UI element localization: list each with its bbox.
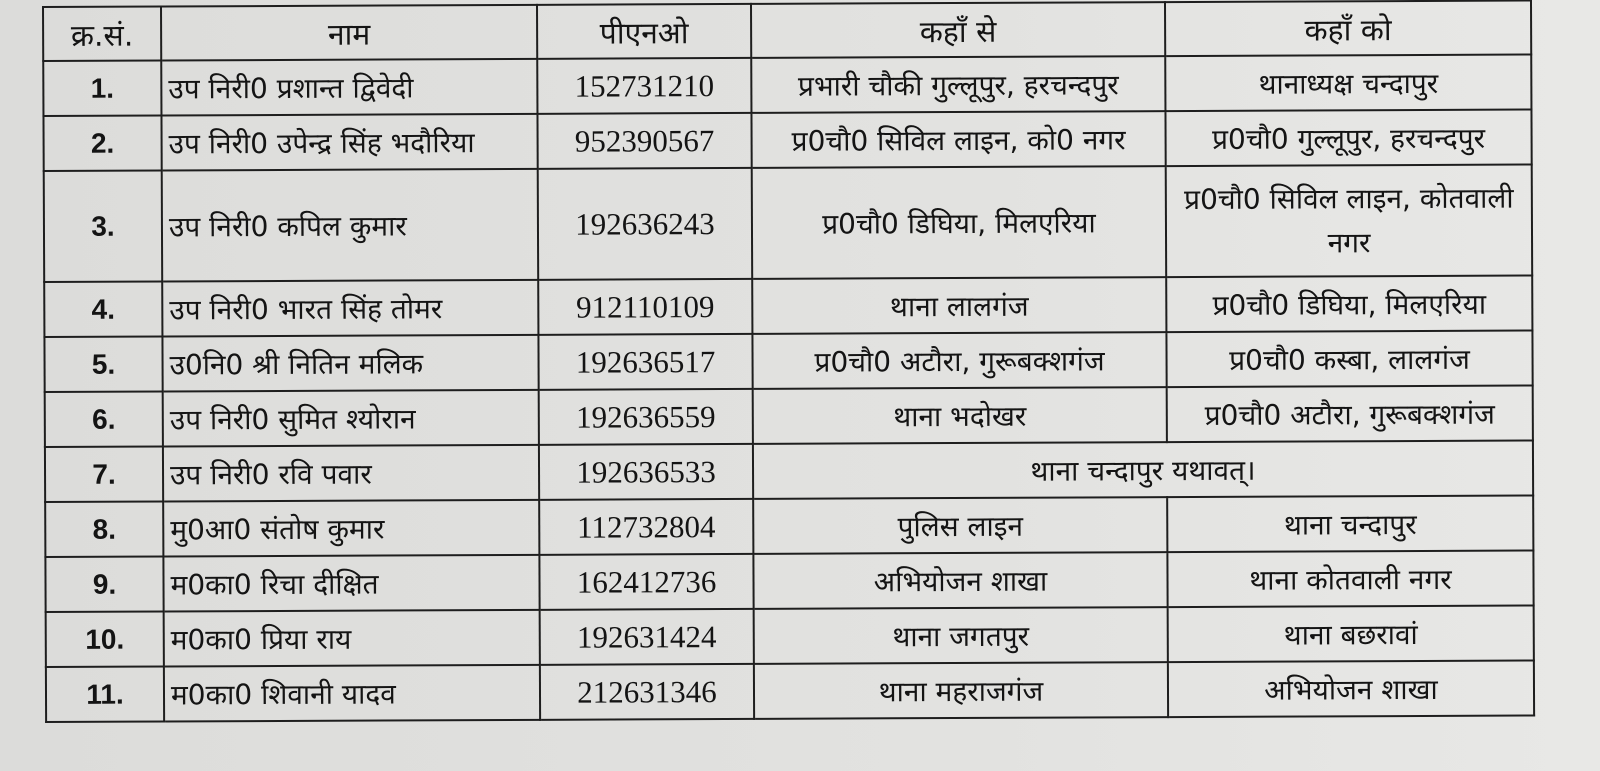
pno-cell: 952390567 (537, 112, 752, 169)
from-cell: पुलिस लाइन (753, 497, 1168, 554)
name-cell: म0का0 शिवानी यादव (163, 664, 541, 722)
to-cell: थाना चन्दापुर (1167, 495, 1534, 553)
serial-cell: 4. (44, 281, 163, 337)
pno-cell: 152731210 (537, 57, 752, 114)
serial-cell: 2. (43, 115, 162, 171)
to-cell: प्र0चौ0 सिविल लाइन, कोतवाली नगर (1165, 164, 1533, 278)
table-row: 8. मु0आ0 संतोष कुमार 112732804 पुलिस लाइन था… (45, 495, 1534, 557)
header-from: कहाँ से (750, 2, 1166, 58)
header-serial: क्र.सं. (43, 6, 162, 61)
merged-cell: थाना चन्दापुर यथावत्। (752, 440, 1534, 499)
table-row: 4. उप निरी0 भारत सिंह तोमर 912110109 थाना ल… (44, 275, 1533, 337)
serial-cell: 9. (45, 556, 164, 612)
serial-cell: 6. (44, 391, 163, 447)
to-cell: थानाध्यक्ष चन्दापुर (1165, 54, 1532, 112)
table-row: 10. म0का0 प्रिया राय 192631424 थाना जगतपुर थ… (45, 605, 1534, 667)
from-cell: प्रभारी चौकी गुल्लूपुर, हरचन्दपुर (751, 56, 1166, 113)
name-cell: उप निरी0 सुमित श्योरान (162, 389, 539, 447)
header-name: नाम (161, 4, 538, 61)
table-row: 1. उप निरी0 प्रशान्त द्विवेदी 152731210 प्र… (43, 54, 1532, 116)
from-cell: थाना महराजगंज (753, 662, 1169, 719)
pno-cell: 162412736 (539, 553, 754, 610)
from-cell: थाना भदोखर (752, 387, 1167, 444)
name-cell: उप निरी0 भारत सिंह तोमर (162, 279, 539, 337)
to-cell: प्र0चौ0 गुल्लूपुर, हरचन्दपुर (1165, 109, 1532, 167)
name-cell: उप निरी0 कपिल कुमार (161, 168, 539, 282)
name-cell: उ0नि0 श्री नितिन मलिक (162, 334, 539, 392)
from-cell: थाना लालगंज (752, 277, 1167, 334)
table-row: 9. म0का0 रिचा दीक्षित 162412736 अभियोजन शाख… (45, 550, 1534, 612)
to-cell: प्र0चौ0 अटौरा, गुरूबक्शगंज (1166, 385, 1533, 443)
pno-cell: 192636517 (538, 333, 753, 390)
pno-cell: 192636559 (538, 388, 753, 445)
table-row: 6. उप निरी0 सुमित श्योरान 192636559 थाना भद… (44, 385, 1533, 447)
name-cell: उप निरी0 प्रशान्त द्विवेदी (161, 58, 538, 116)
to-cell: थाना कोतवाली नगर (1167, 550, 1534, 608)
serial-cell: 8. (45, 501, 164, 557)
header-pno: पीएनओ (536, 3, 752, 59)
pno-cell: 192636533 (538, 443, 754, 500)
from-cell: प्र0चौ0 सिविल लाइन, को0 नगर (751, 111, 1166, 168)
pno-cell: 212631346 (539, 663, 755, 720)
pno-cell: 912110109 (538, 278, 753, 335)
table-row: 11. म0का0 शिवानी यादव 212631346 थाना महराजग… (45, 660, 1535, 722)
name-cell: म0का0 प्रिया राय (163, 609, 540, 667)
header-row: क्र.सं. नाम पीएनओ कहाँ से कहाँ को (43, 0, 1532, 61)
to-cell: अभियोजन शाखा (1167, 660, 1535, 718)
to-cell: प्र0चौ0 डिघिया, मिलएरिया (1166, 275, 1533, 333)
name-cell: मु0आ0 संतोष कुमार (163, 499, 540, 557)
header-to: कहाँ को (1164, 0, 1532, 57)
serial-cell: 1. (43, 60, 162, 116)
transfer-table: क्र.सं. नाम पीएनओ कहाँ से कहाँ को 1. उप न… (42, 0, 1535, 723)
name-cell: म0का0 रिचा दीक्षित (163, 554, 540, 612)
serial-cell: 5. (44, 336, 163, 392)
serial-cell: 10. (45, 611, 164, 667)
table-row: 5. उ0नि0 श्री नितिन मलिक 192636517 प्र0चौ0 … (44, 330, 1533, 392)
name-cell: उप निरी0 उपेन्द्र सिंह भदौरिया (161, 113, 538, 171)
pno-cell: 192631424 (539, 608, 754, 665)
from-cell: प्र0चौ0 अटौरा, गुरूबक्शगंज (752, 332, 1167, 389)
from-cell: थाना जगतपुर (753, 607, 1168, 664)
table-row: 2. उप निरी0 उपेन्द्र सिंह भदौरिया 95239056… (43, 109, 1532, 171)
serial-cell: 11. (45, 666, 165, 722)
pno-cell: 112732804 (539, 498, 754, 555)
table-row: 7. उप निरी0 रवि पवार 192636533 थाना चन्दापु… (44, 440, 1534, 502)
table-row: 3. उप निरी0 कपिल कुमार 192636243 प्र0चौ0 डि… (43, 164, 1533, 282)
to-cell: प्र0चौ0 कस्बा, लालगंज (1166, 330, 1533, 388)
name-cell: उप निरी0 रवि पवार (162, 444, 540, 502)
from-cell: अभियोजन शाखा (753, 552, 1168, 609)
serial-cell: 3. (43, 170, 163, 282)
to-cell: थाना बछरावां (1167, 605, 1534, 663)
serial-cell: 7. (44, 446, 164, 502)
from-cell: प्र0चौ0 डिघिया, मिलएरिया (751, 166, 1167, 279)
pno-cell: 192636243 (537, 167, 753, 280)
